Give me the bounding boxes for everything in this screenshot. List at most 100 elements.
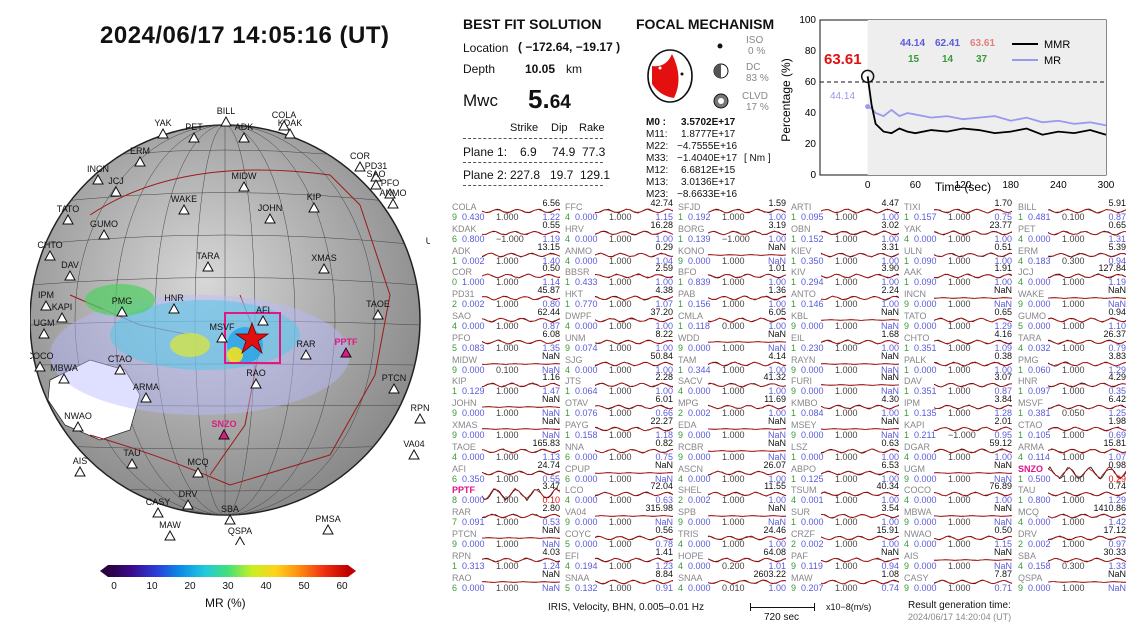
station-vr: 0.000 xyxy=(462,582,485,593)
chart-ytick-label: 80 xyxy=(805,46,817,57)
station-component: 1 xyxy=(791,255,797,266)
station-row-gumo: GUMO 0.94 5 0.000 1.000 1.10 xyxy=(1018,307,1126,333)
station-row-tam: TAM 4.14 1 0.344 1.000 1.00 xyxy=(678,351,786,377)
station-vr: 0.000 xyxy=(688,539,711,549)
filter-info: IRIS, Velocity, BHN, 0.005–0.01 Hz xyxy=(548,602,705,613)
station-vr: 0.000 xyxy=(914,451,937,462)
scale-tick-right xyxy=(814,603,815,611)
station-name: AIS xyxy=(904,550,919,561)
station-row-dwpf: DWPF 37.20 4 0.000 1.000 1.00 xyxy=(565,307,673,333)
station-waveform xyxy=(1048,557,1126,563)
station-vr: 0.800 xyxy=(462,233,485,244)
station-vr: 0.350 xyxy=(801,255,824,266)
station-ratio: 1.00 xyxy=(881,451,899,462)
station-max-amplitude: 0.94 xyxy=(1108,307,1126,317)
station-component: 2 xyxy=(452,299,458,310)
station-component: 4 xyxy=(678,582,684,593)
station-ratio: 1.18 xyxy=(655,430,673,440)
station-row-kapi: KAPI 2.01 1 0.211 −1.000 0.95 xyxy=(904,416,1012,442)
station-waveform xyxy=(934,535,1012,541)
station-weight: 1.000 xyxy=(722,430,745,440)
station-component: 9 xyxy=(565,517,571,528)
synthetic-trace xyxy=(482,317,560,323)
station-component: 4 xyxy=(1018,517,1024,528)
station-marker-ugm xyxy=(38,327,50,339)
station-max-amplitude: 4.16 xyxy=(994,328,1012,339)
station-marker-adk xyxy=(238,131,250,143)
station-label-nwao: NWAO xyxy=(64,411,92,421)
station-component: 6 xyxy=(565,473,571,484)
synthetic-trace xyxy=(1048,513,1126,519)
station-weight: 1.000 xyxy=(609,560,632,571)
station-label-dav: DAV xyxy=(61,260,79,270)
station-component: 4 xyxy=(678,473,684,484)
station-waveform xyxy=(482,406,560,408)
station-label-chto: CHTO xyxy=(37,240,62,250)
station-weight: 1.000 xyxy=(722,277,745,288)
station-name: SAO xyxy=(452,311,472,321)
synthetic-trace xyxy=(934,361,1012,367)
station-vr: 0.000 xyxy=(575,233,598,244)
station-vr: 0.000 xyxy=(914,560,937,571)
synthetic-trace xyxy=(708,274,786,279)
station-row-lco: LCO 72.04 4 0.000 1.000 0.63 xyxy=(565,481,673,507)
station-name: KONO xyxy=(678,245,705,256)
station-waveform xyxy=(821,384,899,387)
station-row-snaa: SNAA 2603.22 4 0.000 0.010 1.00 xyxy=(678,569,786,595)
station-name: COLA xyxy=(452,202,477,212)
station-waveform xyxy=(708,579,786,584)
station-waveform xyxy=(821,208,899,214)
synthetic-trace xyxy=(595,557,673,562)
station-weight: 0.300 xyxy=(1062,560,1085,571)
synthetic-trace xyxy=(482,362,560,365)
station-name: WAKE xyxy=(1018,289,1045,300)
synthetic-trace xyxy=(595,339,673,345)
mr-colorbar xyxy=(108,565,348,577)
station-ratio: NaN xyxy=(767,430,786,440)
station-name: HOPE xyxy=(678,550,704,561)
station-component: 1 xyxy=(565,299,571,310)
station-name: YAK xyxy=(904,223,922,234)
station-row-nna: NNA 0.82 6 0.000 1.000 0.75 xyxy=(565,438,673,464)
station-component: 9 xyxy=(904,321,910,331)
station-label-adk: ADK xyxy=(235,122,254,132)
synthetic-trace xyxy=(595,404,673,410)
station-weight: 1.000 xyxy=(1062,517,1085,528)
station-row-furi: FURI NaN 9 0.000 1.000 NaN xyxy=(791,372,899,398)
synthetic-trace xyxy=(708,230,786,236)
mr-time-chart: 0 60 120 180 240 300 0 20 40 60 80 100 Percentage (… xyxy=(780,15,1115,194)
station-vr: 0.000 xyxy=(575,495,598,506)
station-name: SNAA xyxy=(565,572,590,583)
station-ratio: NaN xyxy=(993,299,1012,310)
station-name: TAU xyxy=(1018,485,1036,496)
station-marker-chto xyxy=(44,249,56,261)
station-ratio: NaN xyxy=(993,517,1012,528)
station-weight: 0.010 xyxy=(722,582,745,593)
synthetic-trace xyxy=(482,230,560,235)
station-row-hope: HOPE 64.08 4 0.000 0.200 1.01 xyxy=(678,547,786,573)
station-vr: 0.000 xyxy=(1028,233,1051,244)
station-row-kiev: KIEV 3.31 1 0.350 1.000 1.00 xyxy=(791,242,899,268)
station-row-kbl: KBL NaN 9 0.000 1.000 NaN xyxy=(791,307,899,333)
station-ratio: 1.00 xyxy=(881,255,899,266)
station-label-snzo: SNZO xyxy=(211,419,236,429)
station-weight: 1.000 xyxy=(948,473,971,484)
station-component: 5 xyxy=(565,582,571,593)
station-vr: 0.000 xyxy=(801,517,824,528)
station-label-rpn: RPN xyxy=(410,403,429,413)
station-component: 9 xyxy=(452,430,458,440)
station-ratio: 1.28 xyxy=(994,408,1012,419)
synthetic-trace xyxy=(934,252,1012,257)
station-weight: 1.000 xyxy=(948,277,971,288)
station-waveform xyxy=(934,317,1012,323)
station-waveform xyxy=(821,470,899,476)
station-vr: 0.000 xyxy=(914,233,937,244)
station-name: EDA xyxy=(678,420,697,430)
station-vr: 0.770 xyxy=(575,299,598,310)
station-max-amplitude: NaN xyxy=(1107,285,1126,296)
colorbar-tick: 20 xyxy=(184,581,196,592)
station-waveform xyxy=(821,579,899,585)
station-name: NWAO xyxy=(904,529,932,539)
chart-series xyxy=(860,69,1107,136)
station-component: 4 xyxy=(565,233,571,244)
